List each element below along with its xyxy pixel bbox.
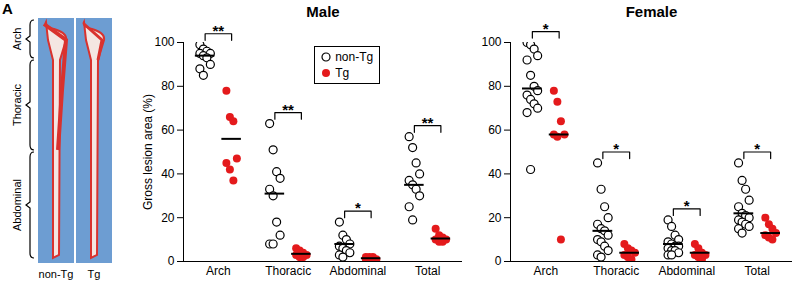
svg-text:Arch: Arch xyxy=(11,28,23,51)
svg-text:*: * xyxy=(754,140,760,157)
svg-text:40: 40 xyxy=(161,167,175,181)
svg-text:*: * xyxy=(684,197,690,214)
svg-text:20: 20 xyxy=(161,211,175,225)
svg-text:0: 0 xyxy=(495,254,502,268)
svg-text:Abdominal: Abdominal xyxy=(11,179,23,231)
svg-text:80: 80 xyxy=(488,79,502,93)
svg-text:100: 100 xyxy=(481,35,501,49)
svg-text:Gross lesion area (%): Gross lesion area (%) xyxy=(141,94,155,210)
svg-text:Thoracic: Thoracic xyxy=(11,83,23,126)
svg-text:0: 0 xyxy=(168,254,175,268)
svg-text:*: * xyxy=(613,140,619,157)
svg-text:Arch: Arch xyxy=(533,264,558,278)
svg-text:*: * xyxy=(543,20,549,37)
svg-text:Abdominal: Abdominal xyxy=(658,264,715,278)
html-text:non-Tg: non-Tg xyxy=(335,50,374,64)
svg-text:Total: Total xyxy=(415,264,440,278)
svg-text:Thoracic: Thoracic xyxy=(593,264,639,278)
html-text:Tg: Tg xyxy=(335,66,350,80)
svg-text:60: 60 xyxy=(161,123,175,137)
svg-text:20: 20 xyxy=(488,211,502,225)
svg-text:40: 40 xyxy=(488,167,502,181)
svg-text:Abdominal: Abdominal xyxy=(330,264,387,278)
svg-text:60: 60 xyxy=(488,123,502,137)
svg-text:Arch: Arch xyxy=(206,264,231,278)
svg-text:80: 80 xyxy=(161,79,175,93)
svg-text:Thoracic: Thoracic xyxy=(265,264,311,278)
svg-text:Tg: Tg xyxy=(88,268,101,280)
svg-text:100: 100 xyxy=(154,35,174,49)
svg-text:Total: Total xyxy=(745,264,770,278)
svg-text:**: ** xyxy=(422,114,434,131)
svg-text:**: ** xyxy=(213,22,225,39)
svg-text:Male: Male xyxy=(306,3,339,20)
svg-text:**: ** xyxy=(282,101,294,118)
svg-text:Female: Female xyxy=(626,3,678,20)
svg-text:*: * xyxy=(355,199,361,216)
svg-text:A: A xyxy=(2,0,13,17)
svg-text:non-Tg: non-Tg xyxy=(39,268,74,280)
